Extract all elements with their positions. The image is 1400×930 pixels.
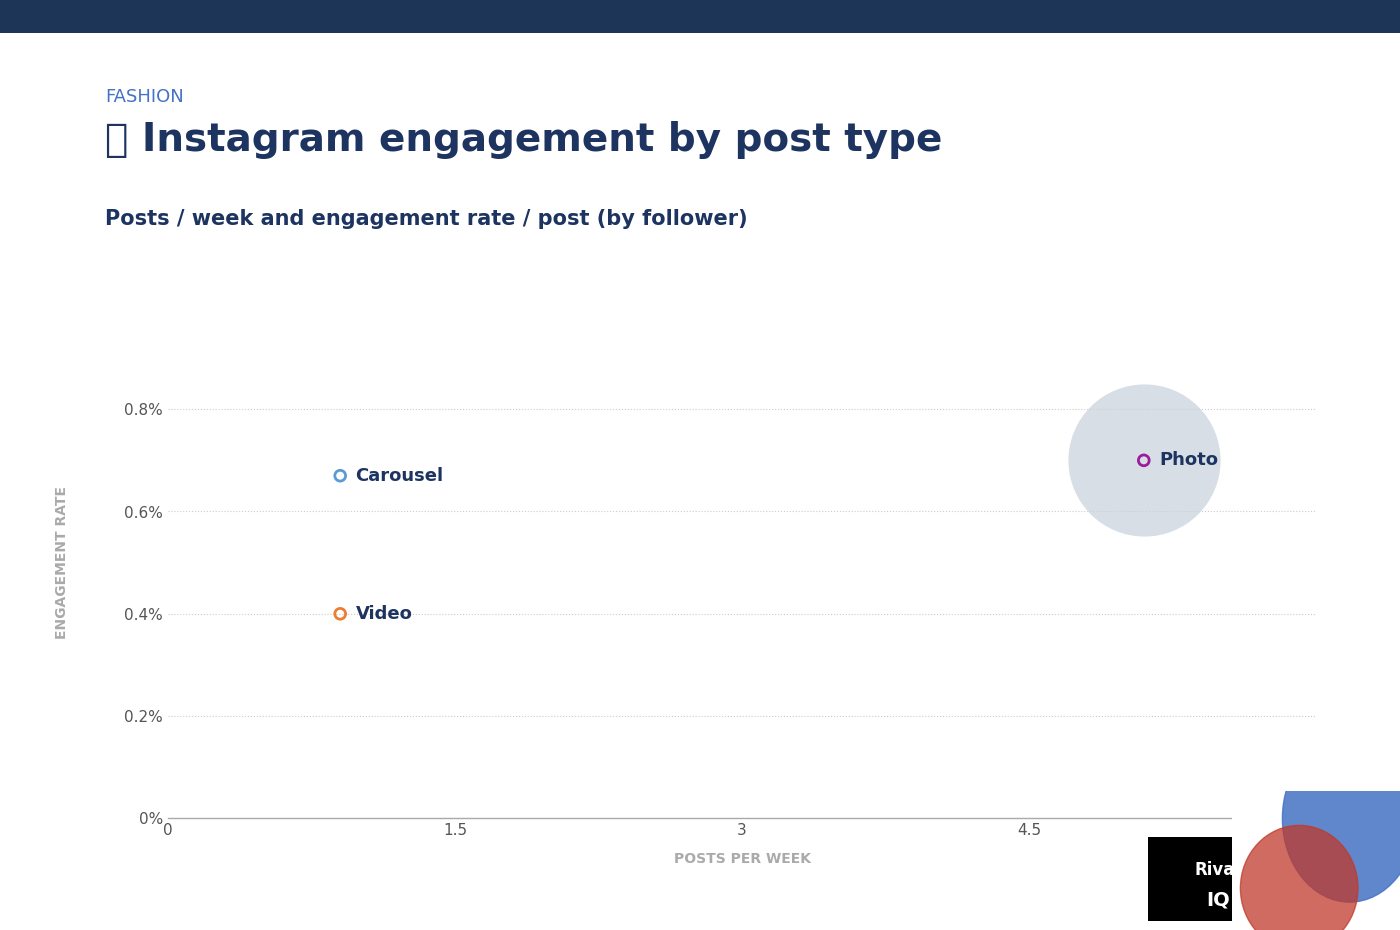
Ellipse shape: [1240, 826, 1358, 930]
Point: [329, 606, 351, 621]
Text: FASHION: FASHION: [105, 88, 183, 106]
Text: Photo: Photo: [1159, 451, 1218, 470]
Point: [1133, 453, 1155, 468]
X-axis label: POSTS PER WEEK: POSTS PER WEEK: [673, 852, 811, 866]
Ellipse shape: [1282, 735, 1400, 902]
Text: IQ: IQ: [1207, 890, 1229, 910]
Point: [329, 468, 351, 484]
Point: [1133, 453, 1155, 468]
Text: Carousel: Carousel: [356, 467, 444, 485]
Text: Video: Video: [356, 604, 413, 623]
Text: Rival: Rival: [1196, 861, 1240, 880]
Text: ⓘ Instagram engagement by post type: ⓘ Instagram engagement by post type: [105, 121, 942, 159]
Y-axis label: ENGAGEMENT RATE: ENGAGEMENT RATE: [55, 486, 69, 639]
Text: Posts / week and engagement rate / post (by follower): Posts / week and engagement rate / post …: [105, 209, 748, 230]
